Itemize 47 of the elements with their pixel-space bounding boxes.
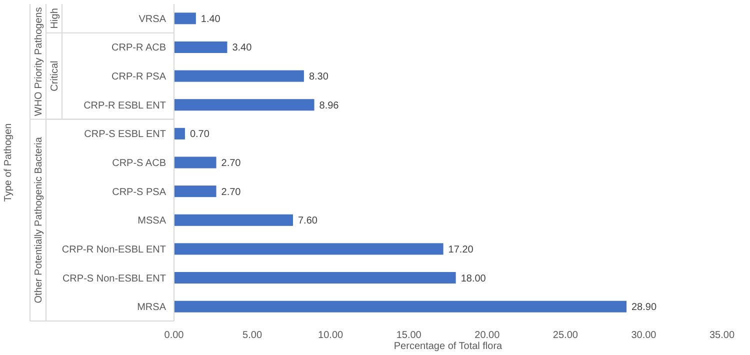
data-label: 8.30 bbox=[308, 72, 329, 83]
text: High bbox=[50, 8, 60, 29]
x-tick-label: 20.00 bbox=[474, 330, 500, 341]
bar bbox=[174, 186, 216, 198]
bar bbox=[174, 128, 185, 140]
data-label: 0.70 bbox=[190, 129, 210, 140]
data-label: 2.70 bbox=[221, 186, 242, 198]
x-tick-label: 35.00 bbox=[709, 330, 735, 341]
data-label: 1.40 bbox=[200, 14, 221, 25]
y-tick-label: CRP-R Non-ESBL ENT bbox=[62, 244, 166, 256]
data-label: 7.60 bbox=[298, 216, 318, 227]
y-tick-label: CRP-S ESBL ENT bbox=[84, 129, 166, 140]
data-label: 28.90 bbox=[631, 302, 657, 314]
data-label: 3.40 bbox=[232, 42, 252, 54]
y-tick-label: VRSA bbox=[138, 14, 166, 25]
text: WHO Priority Pathogens bbox=[34, 7, 44, 116]
y-tick-label: CRP-S PSA bbox=[112, 186, 166, 198]
x-tick-label: 0.00 bbox=[164, 330, 184, 341]
y-tick-label: CRP-S Non-ESBL ENT bbox=[62, 273, 166, 284]
data-label: 8.96 bbox=[319, 100, 340, 112]
y-tick-label: CRP-R PSA bbox=[112, 72, 166, 83]
y-tick-label: MSSA bbox=[138, 216, 166, 227]
bar bbox=[174, 41, 228, 53]
x-tick-label: 25.00 bbox=[552, 330, 578, 341]
y-tick-label: CRP-R ESBL ENT bbox=[84, 100, 166, 112]
y-tick-label: CRP-R ACB bbox=[112, 42, 166, 54]
text: Critical bbox=[50, 60, 60, 92]
y-tick-label: CRP-S ACB bbox=[112, 158, 166, 169]
data-label: 18.00 bbox=[460, 273, 486, 284]
x-tick-label: 15.00 bbox=[396, 330, 422, 341]
x-tick-label: 30.00 bbox=[631, 330, 657, 341]
x-tick-label: 10.00 bbox=[318, 330, 344, 341]
bar bbox=[174, 12, 196, 24]
data-label: 2.70 bbox=[221, 158, 242, 169]
bar bbox=[174, 272, 456, 284]
bar bbox=[174, 214, 293, 226]
bar bbox=[174, 300, 626, 312]
x-axis-title: Percentage of Total flora bbox=[394, 341, 503, 352]
text: Other Potentially Pathogenic Bacteria bbox=[34, 136, 44, 304]
bar bbox=[174, 243, 444, 255]
bar bbox=[174, 70, 304, 82]
bar bbox=[174, 156, 216, 168]
bar bbox=[174, 99, 314, 111]
x-tick-label: 5.00 bbox=[242, 330, 262, 341]
y-axis-title: Type of Pathogen bbox=[3, 123, 14, 202]
data-label: 17.20 bbox=[448, 244, 474, 256]
y-tick-label: MRSA bbox=[137, 302, 166, 314]
